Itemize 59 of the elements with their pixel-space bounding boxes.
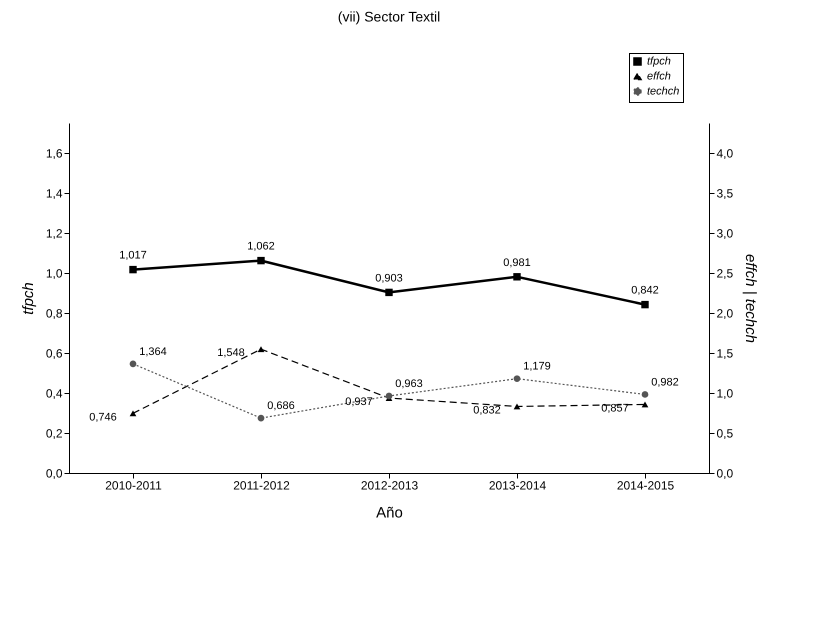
y-tick-label: 0,4 [46,386,63,400]
y-tick-label: 1,0 [46,266,63,280]
point [386,392,392,400]
y-tick-label: 1,6 [46,146,63,160]
legend-label: techch [647,86,680,98]
x-axis-title: Año [376,504,403,522]
data-label: 0,842 [631,284,659,297]
y2-tick-label: 4,0 [716,146,734,160]
y2-tick-label: 3,0 [716,226,734,240]
point [513,273,521,281]
y2-tick-label: 1,5 [716,346,734,360]
y2-tick-label: 2,0 [716,306,734,320]
point [258,414,264,422]
data-label: 1,062 [247,240,275,253]
point [514,375,520,382]
y2-tick-label: 3,5 [716,186,734,200]
y-tick-label: 0,6 [46,346,63,360]
legend-label: tfpch [647,56,671,68]
y2-tick-label: 0,5 [716,426,734,440]
point [130,360,136,368]
data-label: 1,179 [523,360,551,373]
x-tick-label: 2011-2012 [233,478,290,492]
data-label: 0,832 [473,404,501,416]
point [129,266,137,274]
data-label: 0,981 [503,256,531,269]
x-tick-label: 2012-2013 [360,478,419,492]
point [130,410,136,416]
chart-title: (vii) Sector Textil [338,8,440,24]
data-label: 0,903 [375,272,403,284]
point [641,300,649,308]
y2-tick-label: 2,5 [716,266,734,280]
data-label: 0,686 [267,400,295,412]
legend-label: effch [647,70,671,82]
data-label: 0,982 [651,376,679,388]
y2-tick-label: 0,0 [716,466,734,480]
point [385,288,393,296]
y-axis-title: tfpch [20,282,37,315]
x-tick-label: 2014-2015 [616,478,675,492]
data-label: 1,364 [139,346,167,358]
y-tick-label: 1,2 [46,226,63,240]
y-tick-label: 0,2 [46,426,63,440]
y2-tick-label: 1,0 [716,386,734,400]
data-label: 1,548 [217,347,245,360]
y-tick-label: 0,0 [46,466,63,480]
y-tick-label: 0,8 [46,306,63,320]
y-tick-label: 1,4 [46,186,63,200]
data-label: 0,857 [601,402,629,414]
y2-axis-title: effch | techch [742,254,760,343]
x-tick-label: 2010-2011 [105,478,162,492]
x-tick-label: 2013-2014 [488,478,547,492]
data-label: 1,017 [119,250,147,262]
data-label: 0,937 [345,396,373,408]
data-label: 0,746 [89,411,117,424]
point [258,346,264,352]
point [514,404,520,410]
point [642,391,648,398]
data-label: 0,963 [395,378,423,390]
point [642,402,648,408]
point [257,256,265,264]
